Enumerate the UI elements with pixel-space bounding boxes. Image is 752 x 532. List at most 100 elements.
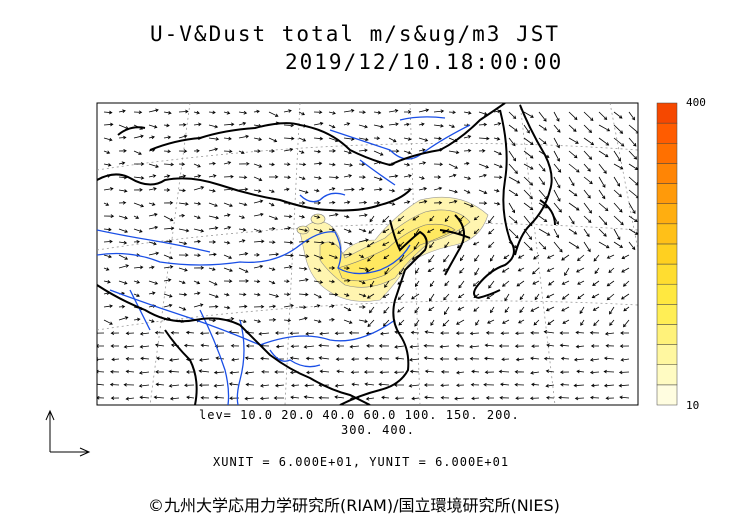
wind-vector-arrow (523, 189, 533, 200)
wind-vector-arrow (313, 149, 322, 154)
wind-vector-arrow (200, 395, 210, 400)
wind-vector-arrow (485, 331, 495, 335)
wind-vector-arrow (533, 319, 540, 326)
wind-vector-arrow (366, 241, 375, 248)
wind-vector-arrow (473, 306, 480, 312)
wind-vector-arrow (186, 395, 195, 400)
wind-vector-arrow (576, 369, 585, 374)
wind-vector-arrow (508, 189, 519, 197)
wind-vector-arrow (367, 319, 375, 328)
wind-vector-arrow (590, 383, 600, 388)
wind-vector-arrow (358, 187, 365, 191)
wind-vector-arrow (133, 202, 145, 208)
colorbar-swatch (656, 263, 678, 285)
wind-vector-arrow (133, 228, 143, 233)
wind-vector-arrow (433, 200, 443, 205)
wind-vector-arrow (268, 252, 280, 257)
wind-vector-arrow (244, 396, 255, 401)
wind-vector-arrow (534, 293, 540, 301)
wind-vector-arrow (543, 356, 555, 361)
wind-vector-arrow (628, 215, 638, 222)
colorbar-swatch (656, 203, 678, 225)
wind-vector-arrow (351, 357, 360, 361)
wind-vector-arrow (208, 124, 219, 129)
wind-vector-arrow (592, 280, 600, 286)
wind-vector-arrow (453, 357, 465, 361)
wind-vector-arrow (398, 319, 405, 326)
wind-vector-arrow (613, 111, 623, 119)
wind-vector-arrow (592, 306, 600, 311)
wind-vector-arrow (475, 319, 480, 326)
map-title-datetime: 2019/12/10.18:00:00 (285, 50, 564, 74)
wind-vector-arrow (289, 331, 300, 336)
wind-vector-arrow (178, 174, 187, 179)
wind-vector-arrow (253, 176, 263, 182)
wind-vector-arrow (169, 358, 180, 362)
wind-vector-arrow (118, 240, 128, 245)
wind-vector-arrow (208, 293, 219, 299)
wind-vector-arrow (178, 188, 186, 193)
wind-vector-arrow (568, 241, 580, 249)
wind-vector-arrow (208, 267, 216, 271)
wind-vector-arrow (561, 280, 570, 285)
wind-vector-arrow (193, 303, 204, 308)
wind-vector-arrow (238, 161, 250, 166)
wind-vector-arrow (508, 124, 518, 132)
wind-vector-arrow (110, 369, 120, 374)
colorbar-swatch (656, 102, 678, 124)
wind-vector-arrow (553, 228, 560, 239)
wind-vector-arrow (382, 228, 390, 233)
wind-vector-arrow (523, 124, 530, 134)
wind-vector-arrow (178, 213, 186, 218)
wind-vector-arrow (579, 306, 585, 315)
wind-vector-arrow (178, 149, 188, 153)
wind-vector-arrow (608, 267, 615, 274)
wind-vector-arrow (508, 228, 519, 239)
wind-vector-arrow (268, 137, 278, 143)
wind-vector-arrow (448, 110, 456, 115)
wind-vector-arrow (298, 305, 307, 310)
wind-vector-arrow (223, 213, 231, 217)
wind-vector-arrow (553, 137, 560, 149)
wind-vector-arrow (430, 319, 435, 326)
wind-vector-arrow (111, 357, 120, 362)
wind-vector-arrow (403, 200, 411, 204)
wind-vector-arrow (163, 293, 173, 298)
wind-vector-arrow (178, 134, 188, 139)
wind-vector-arrow (268, 226, 276, 231)
wind-vector-arrow (358, 319, 368, 324)
contour-levels-line2: 300. 400. (341, 423, 416, 437)
wind-vector-arrow (530, 356, 540, 361)
wind-vector-arrow (319, 369, 330, 374)
wind-vector-arrow (343, 241, 353, 246)
wind-vector-arrow (223, 202, 233, 207)
wind-vector-arrow (118, 264, 130, 269)
wind-vector-arrow (378, 356, 390, 361)
wind-vector-arrow (290, 344, 300, 349)
wind-vector-arrow (504, 306, 510, 313)
wind-vector-arrow (223, 161, 232, 165)
wind-vector-arrow (110, 344, 119, 348)
wind-vector-arrow (568, 111, 578, 121)
wind-vector-arrow (268, 111, 279, 117)
wind-vector-arrow (414, 306, 420, 314)
wind-vector-arrow (503, 254, 510, 259)
wind-vector-arrow (463, 176, 472, 180)
wind-vector-arrow (133, 134, 144, 139)
wind-vector-arrow (591, 293, 600, 299)
wind-vector-arrow (546, 293, 555, 299)
wind-vector-arrow (619, 344, 630, 348)
wind-vector-arrow (336, 344, 345, 348)
wind-vector-arrow (103, 137, 113, 142)
wind-vector-arrow (208, 304, 219, 309)
wind-vector-arrow (589, 330, 600, 335)
wind-vector-arrow (546, 254, 555, 259)
wind-vector-arrow (568, 202, 580, 211)
wind-vector-arrow (313, 304, 321, 308)
wind-vector-arrow (313, 136, 324, 141)
wind-vector-arrow (409, 369, 420, 374)
wind-vector-arrow (517, 254, 525, 259)
wind-vector-arrow (423, 356, 435, 360)
wind-vector-arrow (413, 241, 420, 250)
wind-vector-arrow (561, 293, 570, 300)
